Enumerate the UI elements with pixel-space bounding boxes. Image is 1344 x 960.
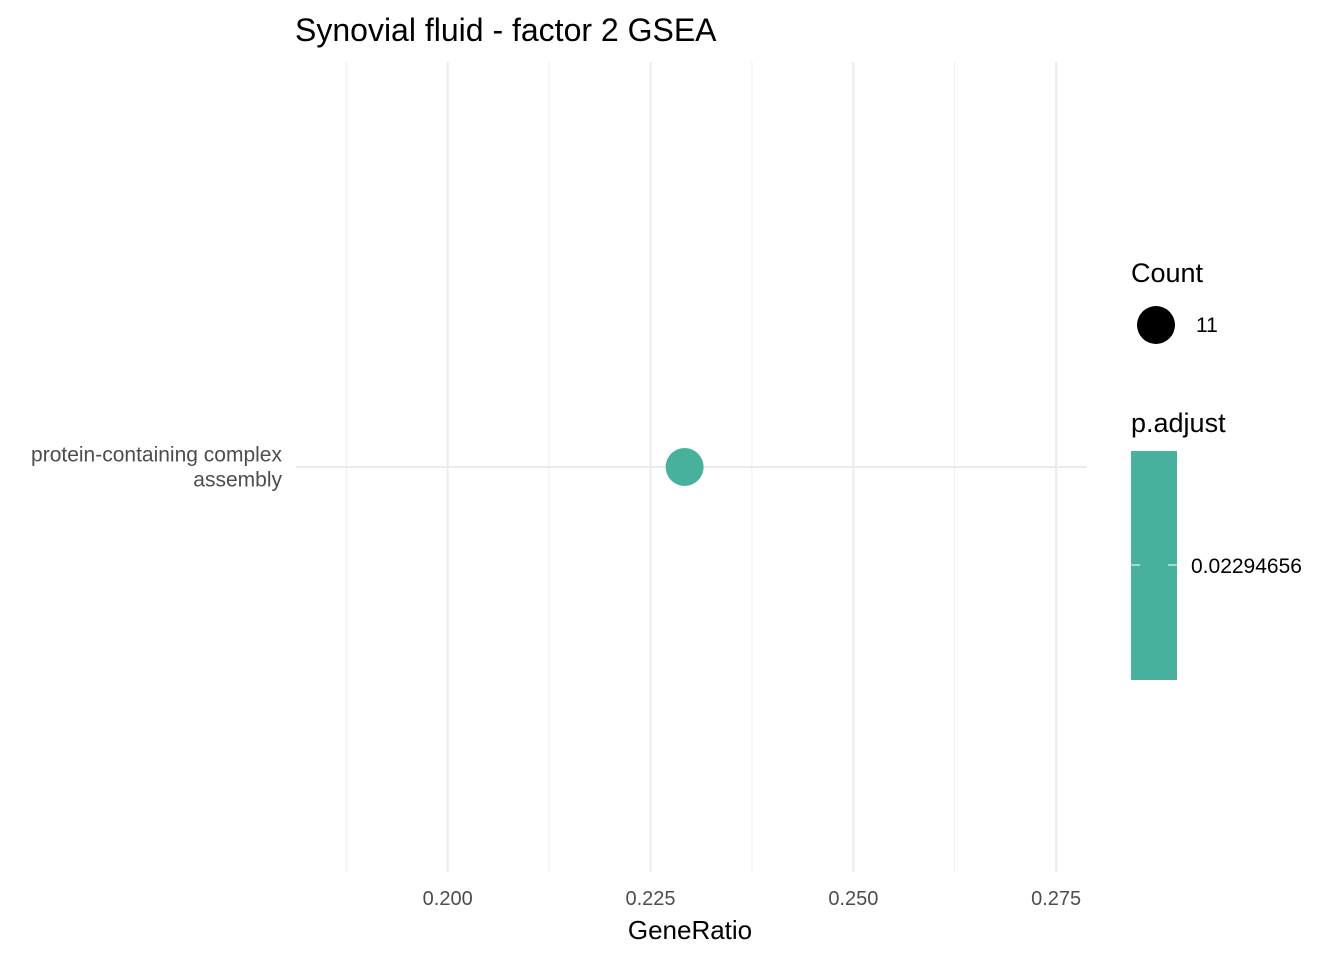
legend-count-dot: [1137, 306, 1175, 344]
x-tick-label: 0.250: [828, 888, 878, 910]
chart-title: Synovial fluid - factor 2 GSEA: [295, 12, 717, 48]
data-point: [665, 448, 704, 486]
legend-padjust-label: 0.02294656: [1191, 555, 1302, 578]
x-tick-label: 0.200: [423, 888, 473, 910]
category-label: assembly: [193, 469, 282, 492]
legend: Count 11 p.adjust 0.02294656: [1131, 258, 1302, 680]
legend-count-title: Count: [1131, 258, 1204, 288]
legend-padjust-title: p.adjust: [1131, 408, 1226, 438]
category-label: protein-containing complex: [31, 444, 282, 467]
legend-count-label: 11: [1196, 314, 1218, 337]
x-axis-title: GeneRatio: [628, 915, 752, 945]
x-tick-label: 0.275: [1031, 888, 1081, 910]
x-tick-label: 0.225: [625, 888, 675, 910]
points: [665, 448, 704, 486]
x-axis-ticks: 0.200 0.225 0.250 0.275: [423, 888, 1082, 910]
